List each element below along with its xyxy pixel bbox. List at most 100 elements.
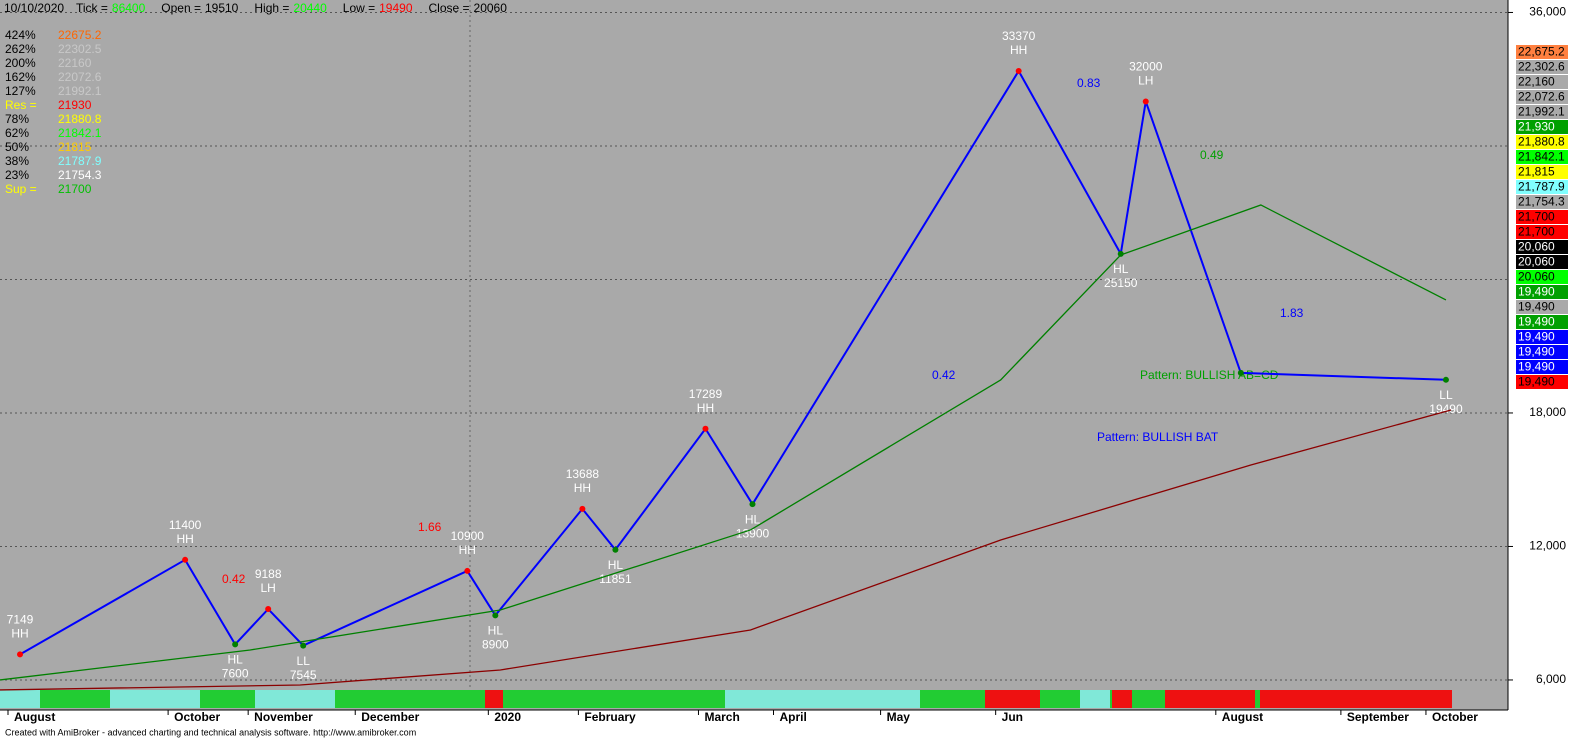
plot-background: [0, 0, 1508, 710]
level-value: 21754.3: [58, 168, 102, 182]
swing-value: 17289: [689, 387, 723, 401]
header-value: 86400: [112, 1, 146, 15]
level-value: 22675.2: [58, 28, 102, 42]
level-value: 22302.5: [58, 42, 102, 56]
price-tag: [1516, 105, 1568, 119]
level-label: 262%: [5, 42, 36, 56]
annotation: 0.49: [1200, 148, 1224, 162]
ribbon-segment: [985, 690, 1040, 708]
price-tag: [1516, 255, 1568, 269]
price-tag: [1516, 120, 1568, 134]
price-tag-label: 19,490: [1518, 375, 1555, 389]
swing-type: HL: [227, 653, 243, 667]
price-tag-label: 19,490: [1518, 315, 1555, 329]
swing-value: 11400: [169, 518, 202, 532]
swing-type: LL: [1439, 388, 1453, 402]
swing-value: 19490: [1429, 402, 1463, 416]
header-label: Open =: [161, 1, 201, 15]
swing-value: 7600: [222, 667, 249, 681]
swing-type: HL: [1113, 262, 1129, 276]
level-label: 162%: [5, 70, 36, 84]
annotation: 0.42: [222, 572, 246, 586]
footer: Created with AmiBroker - advanced charti…: [5, 727, 416, 737]
price-tag: [1516, 180, 1568, 194]
header-label: High =: [254, 1, 289, 15]
x-tick-label: March: [704, 710, 739, 724]
ribbon-segment: [725, 690, 920, 708]
swing-type: HL: [745, 512, 761, 526]
price-tag-label: 21,700: [1518, 210, 1555, 224]
series-line: [19, 69, 1446, 656]
price-tag: [1516, 135, 1568, 149]
ribbon-segment: [0, 690, 40, 708]
x-tick-label: September: [1347, 710, 1409, 724]
price-tag: [1516, 360, 1568, 374]
ribbon-segment: [1255, 690, 1260, 708]
level-value: 21930: [58, 98, 92, 112]
header-label: Tick =: [76, 1, 108, 15]
price-tag-label: 22,072.6: [1518, 90, 1565, 104]
level-value: 21880.8: [58, 112, 102, 126]
y-tick-label: 36,000: [1529, 5, 1566, 19]
price-tag-label: 19,490: [1518, 285, 1555, 299]
price-tag: [1516, 300, 1568, 314]
header-value: 19510: [205, 1, 239, 15]
swing-value: 32000: [1129, 60, 1163, 74]
annotation: 0.83: [1077, 76, 1101, 90]
price-tag: [1516, 345, 1568, 359]
price-tag-label: 21,754.3: [1518, 195, 1565, 209]
swing-type: HH: [697, 401, 714, 415]
swing-point: [232, 641, 239, 648]
price-tag-label: 21,992.1: [1518, 105, 1565, 119]
swing-point: [464, 567, 471, 574]
level-label: 78%: [5, 112, 29, 126]
swing-value: 11851: [599, 572, 632, 586]
level-label: 424%: [5, 28, 36, 42]
price-tag: [1516, 60, 1568, 74]
price-tag-label: 20,060: [1518, 240, 1555, 254]
swing-point: [579, 505, 586, 512]
ribbon-segment: [485, 690, 503, 708]
level-value: 21842.1: [58, 126, 102, 140]
swing-point: [17, 651, 24, 658]
swing-value: 13688: [566, 467, 600, 481]
header-label: Close =: [429, 1, 470, 15]
swing-point: [182, 556, 189, 563]
x-tick-label: October: [1432, 710, 1478, 724]
price-tag: [1516, 375, 1568, 389]
level-value: 21815: [58, 140, 92, 154]
price-tag: [1516, 285, 1568, 299]
swing-value: 25150: [1104, 276, 1138, 290]
x-tick-label: November: [254, 710, 313, 724]
swing-type: HH: [11, 627, 28, 641]
price-tag-label: 20,060: [1518, 270, 1555, 284]
price-tag-label: 21,815: [1518, 165, 1555, 179]
series-line: [0, 204, 1447, 681]
level-value: 21992.1: [58, 84, 102, 98]
x-tick-label: May: [887, 710, 911, 724]
swing-value: 7149: [7, 613, 34, 627]
header-value: 20440: [293, 1, 327, 15]
swing-type: HH: [176, 532, 193, 546]
price-tag-label: 19,490: [1518, 345, 1555, 359]
swing-type: LL: [297, 654, 311, 668]
annotation: 1.83: [1280, 306, 1304, 320]
level-value: 22072.6: [58, 70, 102, 84]
price-tag: [1516, 195, 1568, 209]
x-tick-label: April: [780, 710, 807, 724]
price-tag-label: 22,302.6: [1518, 60, 1565, 74]
price-tag: [1516, 165, 1568, 179]
level-label: 200%: [5, 56, 36, 70]
header-label: Low =: [343, 1, 375, 15]
level-value: 21700: [58, 182, 92, 196]
y-tick-label: 12,000: [1529, 539, 1566, 553]
ribbon-segment: [1080, 690, 1110, 708]
swing-point: [492, 612, 499, 619]
swing-type: HH: [459, 543, 476, 557]
swing-point: [702, 425, 709, 432]
swing-type: HH: [574, 481, 591, 495]
price-tag-label: 22,675.2: [1518, 45, 1565, 59]
swing-type: HL: [608, 558, 624, 572]
price-tag-label: 21,842.1: [1518, 150, 1565, 164]
